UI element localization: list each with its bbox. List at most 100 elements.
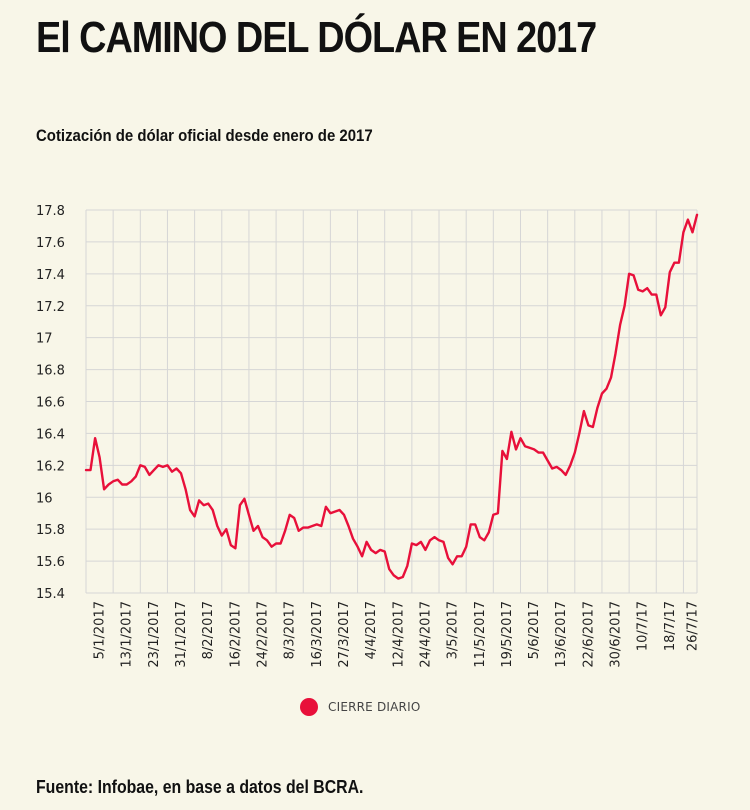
data-point bbox=[171, 471, 173, 473]
data-point bbox=[130, 480, 132, 482]
chart-title: El CAMINO DEL DÓLAR EN 2017 bbox=[36, 13, 597, 62]
data-point bbox=[103, 488, 105, 490]
data-point bbox=[506, 458, 508, 460]
data-point bbox=[302, 526, 304, 528]
x-tick-label: 27/3/2017 bbox=[337, 601, 352, 668]
data-point bbox=[560, 469, 562, 471]
x-tick-label: 5/1/2017 bbox=[93, 601, 108, 659]
x-tick-label: 3/5/2017 bbox=[446, 601, 461, 659]
x-tick-label: 31/1/2017 bbox=[174, 601, 189, 668]
data-point bbox=[497, 512, 499, 514]
data-point bbox=[601, 392, 603, 394]
data-point bbox=[243, 498, 245, 500]
data-point bbox=[519, 437, 521, 439]
series-line-cierre-diario bbox=[84, 213, 699, 580]
data-point bbox=[148, 474, 150, 476]
data-point bbox=[637, 289, 639, 291]
data-point bbox=[370, 549, 372, 551]
data-point bbox=[298, 530, 300, 532]
data-point bbox=[587, 424, 589, 426]
y-tick-label: 17.2 bbox=[36, 300, 65, 315]
data-point bbox=[157, 464, 159, 466]
data-point bbox=[682, 231, 684, 233]
data-point bbox=[474, 523, 476, 525]
data-point bbox=[343, 514, 345, 516]
chart-subtitle: Cotización de dólar oficial desde enero … bbox=[36, 126, 373, 145]
y-tick-label: 17.4 bbox=[36, 268, 65, 283]
legend-label: CIERRE DIARIO bbox=[328, 700, 421, 714]
data-point bbox=[329, 512, 331, 514]
chart-legend: CIERRE DIARIO bbox=[300, 698, 420, 716]
x-tick-label: 12/4/2017 bbox=[391, 601, 406, 668]
data-point bbox=[202, 504, 204, 506]
data-point bbox=[239, 504, 241, 506]
x-tick-label: 24/2/2017 bbox=[256, 601, 271, 668]
data-point bbox=[230, 544, 232, 546]
y-tick-label: 16 bbox=[36, 491, 53, 506]
data-point bbox=[646, 287, 648, 289]
data-point bbox=[112, 480, 114, 482]
data-point bbox=[515, 448, 517, 450]
data-point bbox=[583, 410, 585, 412]
data-point bbox=[451, 563, 453, 565]
data-point bbox=[610, 376, 612, 378]
chart-axes: 15.4 15.6 15.8 16 16.2 16.4 16.6 16.8 17 17.2 17.4… bbox=[36, 204, 700, 668]
y-tick-label: 15.6 bbox=[36, 555, 65, 570]
data-point bbox=[293, 517, 295, 519]
data-point bbox=[596, 407, 598, 409]
data-point bbox=[94, 437, 96, 439]
data-point bbox=[415, 544, 417, 546]
data-point bbox=[162, 466, 164, 468]
y-tick-label: 16.2 bbox=[36, 459, 65, 474]
x-tick-label: 8/2/2017 bbox=[201, 601, 216, 659]
data-point bbox=[334, 510, 336, 512]
x-tick-label: 23/1/2017 bbox=[147, 601, 162, 668]
data-point bbox=[184, 488, 186, 490]
data-point bbox=[347, 525, 349, 527]
data-point bbox=[316, 523, 318, 525]
x-tick-label: 5/6/2017 bbox=[527, 601, 542, 659]
x-tick-label: 13/6/2017 bbox=[554, 601, 569, 668]
data-point bbox=[651, 293, 653, 295]
data-point bbox=[311, 525, 313, 527]
data-point bbox=[551, 467, 553, 469]
x-tick-label: 16/2/2017 bbox=[228, 601, 243, 668]
data-point bbox=[614, 352, 616, 354]
data-point bbox=[578, 432, 580, 434]
data-point bbox=[537, 451, 539, 453]
data-point bbox=[673, 261, 675, 263]
data-point bbox=[465, 546, 467, 548]
data-point bbox=[456, 555, 458, 557]
data-point bbox=[221, 534, 223, 536]
line-chart: 15.4 15.6 15.8 16 16.2 16.4 16.6 16.8 17 17.2 17.4… bbox=[36, 204, 700, 668]
y-tick-label: 15.8 bbox=[36, 523, 65, 538]
data-point bbox=[442, 541, 444, 543]
data-point bbox=[488, 531, 490, 533]
data-point bbox=[492, 514, 494, 516]
data-point bbox=[216, 525, 218, 527]
data-point bbox=[542, 451, 544, 453]
data-point bbox=[628, 273, 630, 275]
data-point bbox=[664, 306, 666, 308]
data-point bbox=[691, 231, 693, 233]
data-point bbox=[438, 539, 440, 541]
data-point bbox=[175, 467, 177, 469]
data-point bbox=[632, 274, 634, 276]
data-point bbox=[107, 483, 109, 485]
data-point bbox=[433, 536, 435, 538]
data-point bbox=[420, 541, 422, 543]
data-point bbox=[479, 536, 481, 538]
data-point bbox=[139, 464, 141, 466]
data-point bbox=[116, 478, 118, 480]
data-point bbox=[325, 506, 327, 508]
data-point bbox=[574, 451, 576, 453]
data-point bbox=[135, 475, 137, 477]
x-tick-label: 16/3/2017 bbox=[310, 601, 325, 668]
data-point bbox=[528, 447, 530, 449]
data-point bbox=[605, 388, 607, 390]
data-point bbox=[193, 515, 195, 517]
data-point bbox=[275, 542, 277, 544]
data-point bbox=[166, 464, 168, 466]
data-point bbox=[248, 514, 250, 516]
data-point bbox=[374, 552, 376, 554]
